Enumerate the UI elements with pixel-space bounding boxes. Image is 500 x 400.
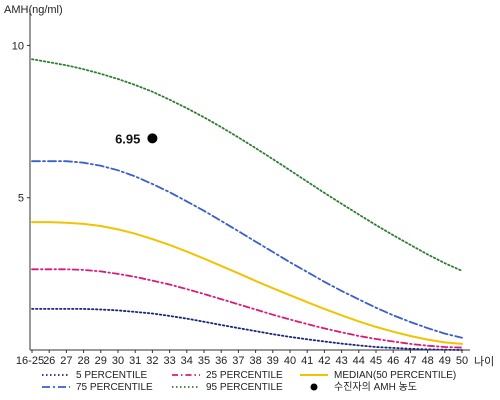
x-tick-label: 45 bbox=[370, 355, 382, 367]
legend-label-2: MEDIAN(50 PERCENTILE) bbox=[334, 370, 456, 381]
x-tick-label: 16-25 bbox=[16, 355, 44, 367]
legend-label-3: 75 PERCENTILE bbox=[76, 382, 153, 393]
y-tick-label: 10 bbox=[12, 40, 24, 52]
legend-label-1: 25 PERCENTILE bbox=[206, 370, 283, 381]
series-layer bbox=[31, 58, 463, 351]
legend-label-0: 5 PERCENTILE bbox=[76, 370, 147, 381]
x-tick-label: 35 bbox=[198, 355, 210, 367]
series-line-2 bbox=[31, 221, 463, 345]
x-tick-label: 32 bbox=[146, 355, 158, 367]
series-line-4 bbox=[31, 58, 463, 272]
x-tick-label: 29 bbox=[95, 355, 107, 367]
x-tick-label: 46 bbox=[387, 355, 399, 367]
y-axis-label: AMH(ng/ml) bbox=[4, 4, 63, 16]
x-tick-label: 27 bbox=[60, 355, 72, 367]
x-tick-label: 28 bbox=[77, 355, 89, 367]
x-tick-label: 31 bbox=[129, 355, 141, 367]
x-tick-label: 42 bbox=[318, 355, 330, 367]
x-tick-label: 39 bbox=[267, 355, 279, 367]
x-tick-label: 41 bbox=[301, 355, 313, 367]
legend-label-4: 95 PERCENTILE bbox=[206, 382, 283, 393]
x-tick-label: 38 bbox=[249, 355, 261, 367]
series-line-0 bbox=[31, 307, 463, 351]
x-tick-label: 40 bbox=[284, 355, 296, 367]
legend-label-5: 수진자의 AMH 농도 bbox=[334, 381, 417, 393]
series-line-1 bbox=[31, 268, 463, 349]
x-tick-label: 48 bbox=[421, 355, 433, 367]
patient-amh-value-label: 6.95 bbox=[115, 131, 140, 146]
x-tick-label: 43 bbox=[335, 355, 347, 367]
x-tick-label: 33 bbox=[163, 355, 175, 367]
legend: 5 PERCENTILE 25 PERCENTILE MEDIAN(50 PERCE… bbox=[42, 370, 456, 393]
series-line-3 bbox=[31, 160, 463, 339]
axes: AMH(ng/ml) 5 10 16-25 26 27 28 29 30 31 32 33 34 35 36… bbox=[4, 4, 494, 368]
x-tick-label: 47 bbox=[404, 355, 416, 367]
x-tick-label: 26 bbox=[43, 355, 55, 367]
patient-amh-point bbox=[147, 133, 158, 144]
x-tick-label: 49 bbox=[439, 355, 451, 367]
x-tick-label: 37 bbox=[232, 355, 244, 367]
x-tick-label: 30 bbox=[112, 355, 124, 367]
x-tick-label: 44 bbox=[353, 355, 365, 367]
x-tick-label: 50 bbox=[456, 355, 468, 367]
x-tick-label: 36 bbox=[215, 355, 227, 367]
x-axis-label: 나이 bbox=[474, 355, 494, 368]
y-tick-label: 5 bbox=[18, 193, 24, 205]
legend-marker-point bbox=[310, 383, 318, 391]
x-tick-label: 34 bbox=[181, 355, 193, 367]
points-layer: 6.95 bbox=[115, 131, 158, 146]
